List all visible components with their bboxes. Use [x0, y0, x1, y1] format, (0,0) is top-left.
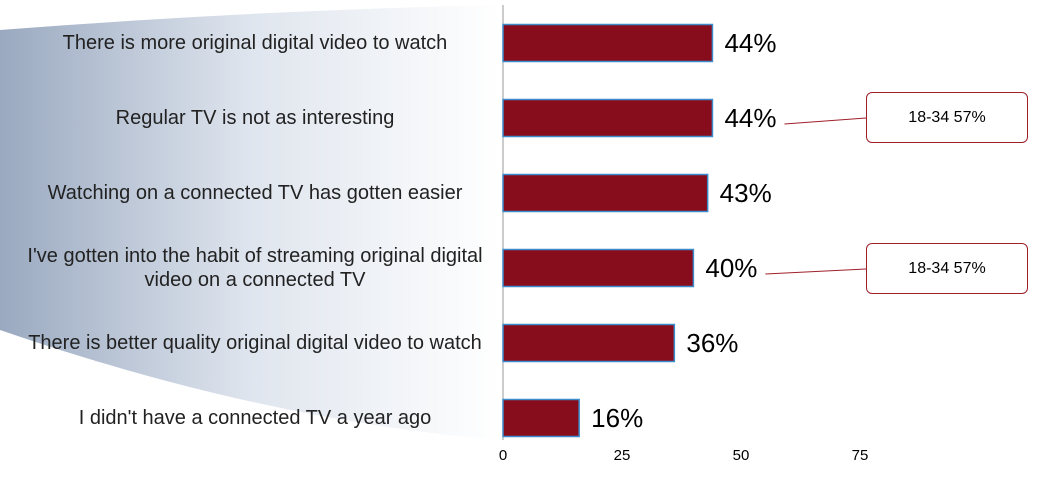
x-tick-label: 25: [614, 447, 631, 464]
category-label: I've gotten into the habit of streaming …: [27, 245, 483, 291]
category-label: There is better quality original digital…: [28, 332, 482, 354]
annotation: 18-34 57%: [866, 243, 1028, 294]
bar: [502, 98, 714, 138]
category-label: I didn't have a connected TV a year ago: [78, 407, 432, 429]
value-label: 43%: [720, 178, 772, 208]
value-label: 44%: [724, 103, 776, 133]
category-label: Watching on a connected TV has gotten ea…: [47, 182, 463, 204]
value-label: 44%: [724, 28, 776, 58]
bar: [502, 248, 695, 288]
value-label: 36%: [686, 328, 738, 358]
annotation: 18-34 57%: [866, 92, 1028, 143]
value-label: 40%: [705, 253, 757, 283]
bar: [502, 323, 676, 363]
category-label: There is more original digital video to …: [62, 32, 448, 54]
x-tick-label: 75: [852, 447, 869, 464]
callout-line: [784, 117, 867, 125]
background-shape: [0, 5, 500, 440]
value-label: 16%: [591, 403, 643, 433]
bar: [502, 398, 580, 438]
callout-line: [765, 268, 867, 275]
bar: [502, 23, 714, 63]
x-tick-label: 50: [733, 447, 750, 464]
x-tick-label: 0: [499, 447, 507, 464]
category-label: Regular TV is not as interesting: [115, 107, 395, 129]
bar: [502, 173, 709, 213]
